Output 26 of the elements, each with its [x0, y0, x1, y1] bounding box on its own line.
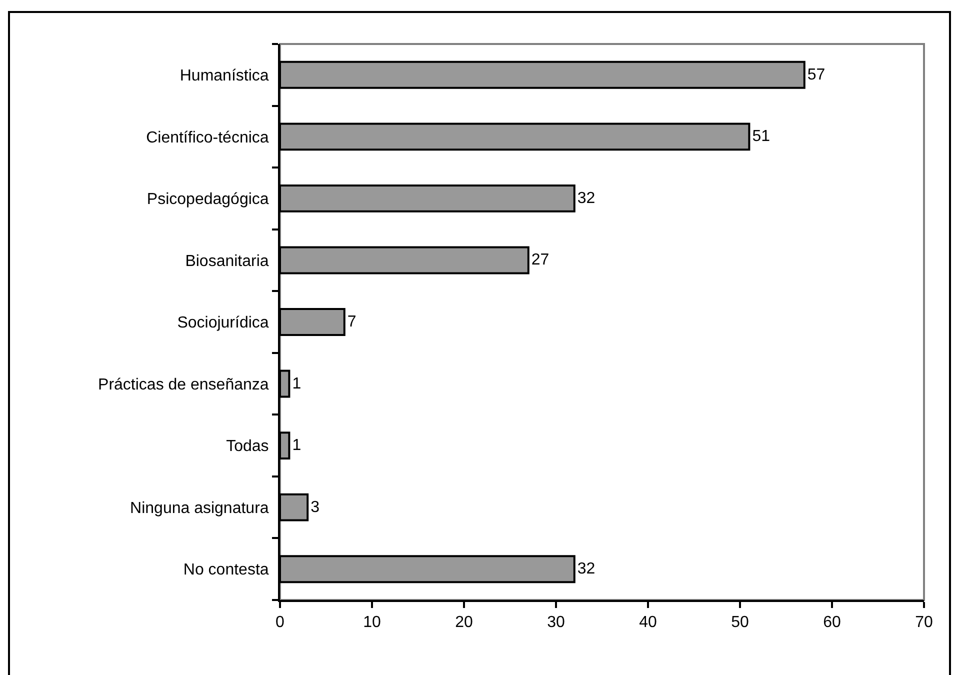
y-tick-label: Biosanitaria: [185, 252, 269, 270]
y-tick-label: No contesta: [183, 562, 269, 579]
x-tick-label: 20: [455, 614, 473, 632]
data-label: 51: [752, 128, 770, 146]
x-tick-label: 70: [915, 614, 933, 632]
y-tick-label: Prácticas de enseñanza: [98, 376, 269, 394]
data-label: 1: [292, 437, 302, 454]
x-tick-label: 50: [731, 614, 749, 632]
x-tick-label: 0: [276, 614, 285, 632]
y-tick-label: Humanística: [180, 67, 269, 84]
data-label: 32: [577, 560, 596, 578]
data-label: 1: [292, 375, 302, 392]
data-label: 7: [347, 314, 356, 330]
x-tick-label: 40: [639, 614, 657, 632]
x-tick-label: 10: [363, 614, 381, 632]
y-tick-label: Sociojurídica: [177, 314, 269, 332]
data-label: 32: [577, 190, 596, 207]
x-tick-label: 30: [547, 614, 565, 632]
y-tick-label: Psicopedagógica: [146, 191, 269, 208]
data-label: 3: [310, 498, 320, 516]
data-label: 57: [807, 66, 826, 84]
x-tick-label: 60: [823, 614, 841, 632]
data-label: 27: [531, 252, 550, 269]
y-tick-label: Ninguna asignatura: [130, 500, 269, 517]
y-tick-label: Todas: [226, 438, 269, 456]
y-tick-label: Científico-técnica: [146, 129, 269, 146]
